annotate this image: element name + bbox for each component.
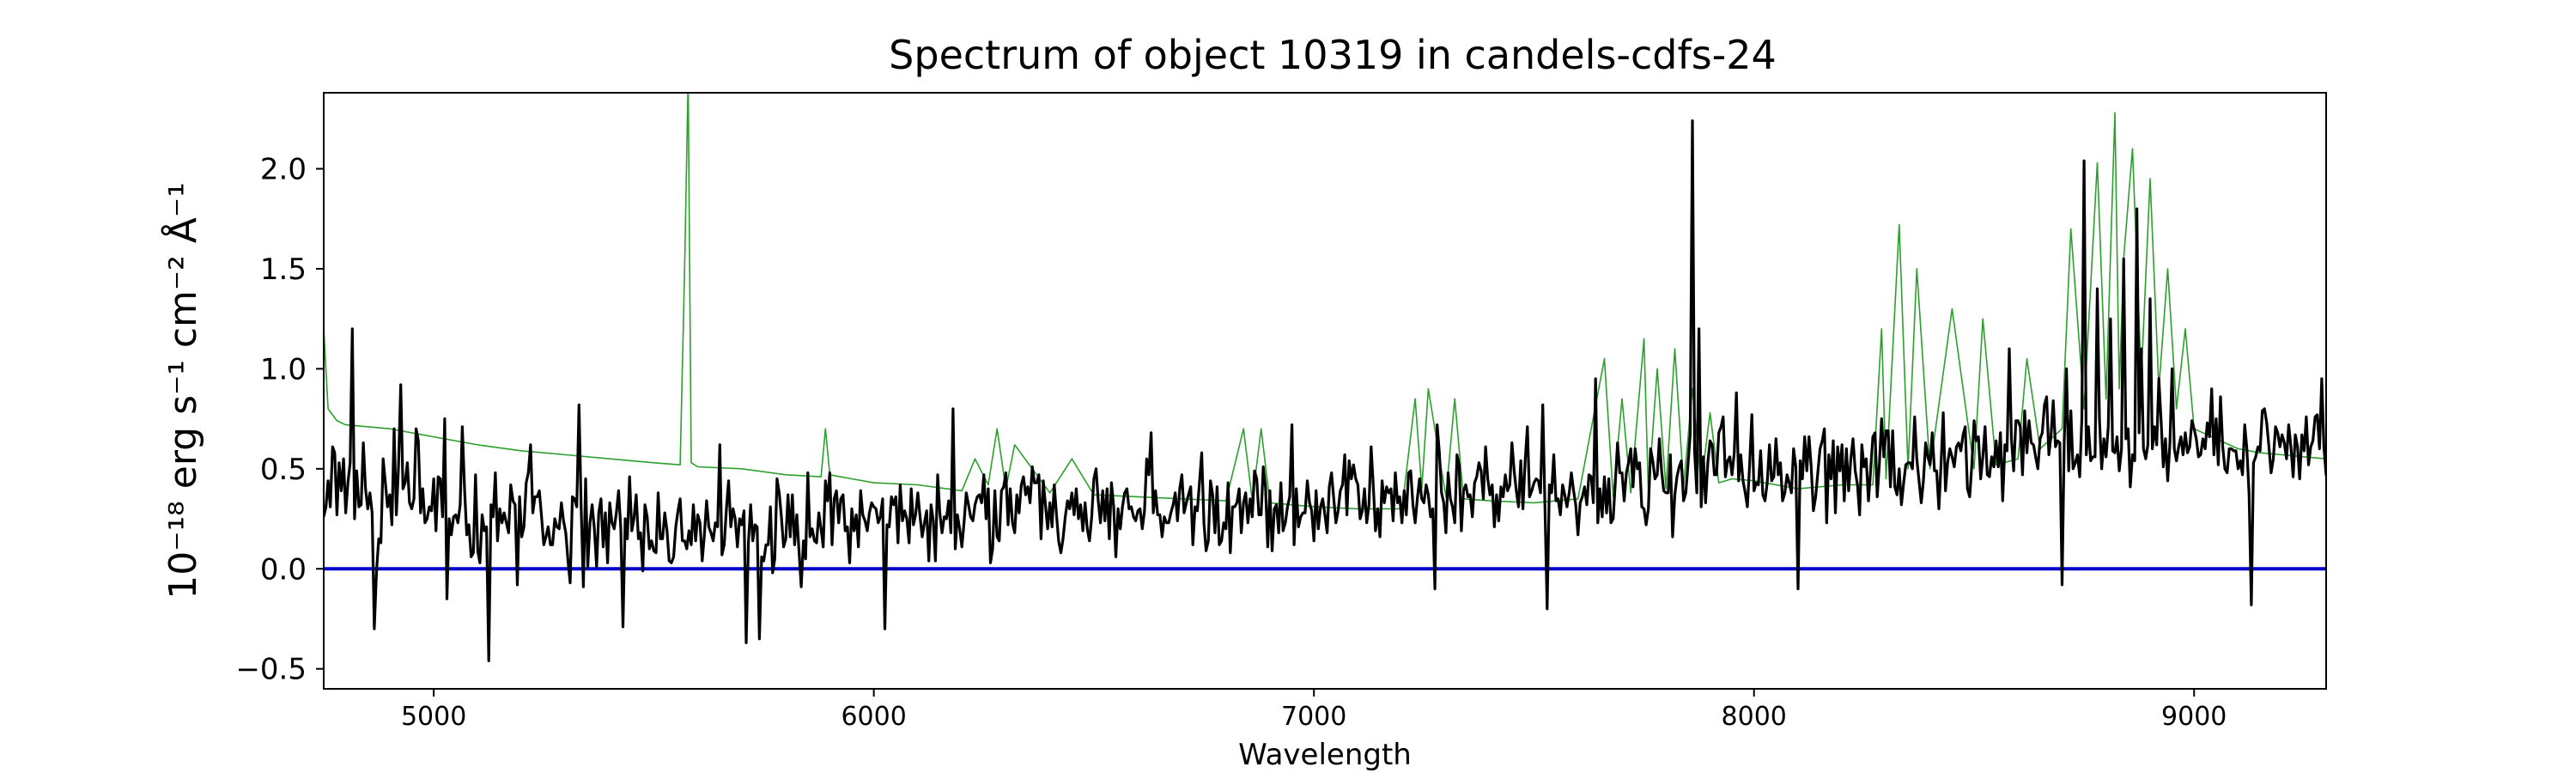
series-noise-line xyxy=(324,93,2326,510)
y-axis-label: 10⁻¹⁸ erg s⁻¹ cm⁻² Å⁻¹ xyxy=(160,182,205,599)
y-axis: −0.5 0.0 0.5 1.0 1.5 2.0 xyxy=(235,152,324,687)
y-tick-label: 1.0 xyxy=(260,352,307,386)
y-tick-label: 0.5 xyxy=(260,453,307,487)
y-tick-label: −0.5 xyxy=(235,653,307,687)
x-tick-label: 6000 xyxy=(841,702,906,732)
x-tick-label: 9000 xyxy=(2161,702,2227,732)
x-axis: 5000 6000 7000 8000 9000 xyxy=(401,689,2227,732)
y-tick-label: 1.5 xyxy=(260,253,307,287)
y-tick-label: 0.0 xyxy=(260,552,307,587)
x-tick-label: 5000 xyxy=(401,702,466,732)
x-tick-label: 7000 xyxy=(1281,702,1346,732)
y-tick-label: 2.0 xyxy=(260,152,307,186)
series-flux-line xyxy=(324,119,2326,662)
plot-frame xyxy=(323,92,2327,690)
x-tick-label: 8000 xyxy=(1722,702,1787,732)
x-axis-label: Wavelength xyxy=(1238,738,1412,772)
series-layer xyxy=(324,93,2326,662)
chart-title: Spectrum of object 10319 in candels-cdfs… xyxy=(889,32,1777,78)
